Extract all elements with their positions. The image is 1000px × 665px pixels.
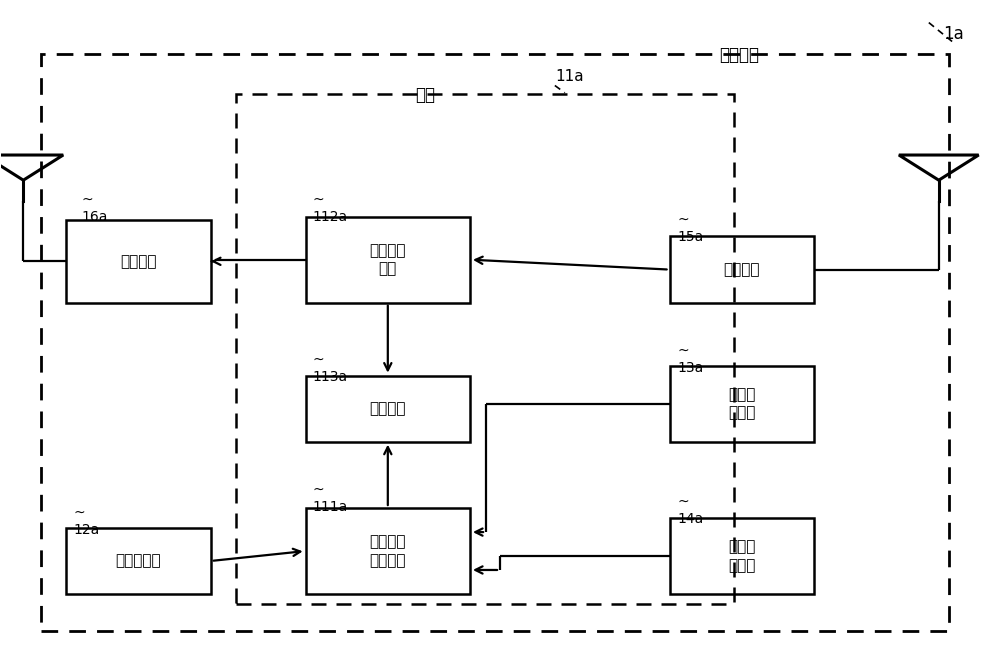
Text: ~: ~ [678,344,689,358]
Text: 控制: 控制 [415,86,435,104]
Text: 狭域通信: 狭域通信 [120,254,157,269]
Text: ~: ~ [678,495,689,509]
Text: 113a: 113a [313,370,348,384]
Text: ~: ~ [678,213,689,227]
Text: 13a: 13a [678,361,704,375]
Text: 12a: 12a [73,523,99,537]
Text: 测位信息
获取: 测位信息 获取 [370,243,406,277]
Text: 安装状态
指标决定: 安装状态 指标决定 [370,534,406,568]
Text: 照度传感器: 照度传感器 [116,553,161,569]
Text: 车载设备: 车载设备 [719,47,759,65]
Text: ~: ~ [313,353,324,367]
Text: ~: ~ [73,505,85,519]
Text: 位置检测: 位置检测 [724,262,760,277]
Text: ~: ~ [313,483,324,497]
Text: ~: ~ [81,193,93,207]
Text: 1a: 1a [943,25,964,43]
Text: ~: ~ [313,193,324,207]
Text: 加速度
传感器: 加速度 传感器 [728,387,756,420]
Text: 112a: 112a [313,210,348,224]
Text: 16a: 16a [81,210,108,224]
Text: 发送处理: 发送处理 [370,401,406,416]
Text: 14a: 14a [678,512,704,526]
Text: 11a: 11a [555,69,583,84]
Text: 111a: 111a [313,500,348,514]
Text: 15a: 15a [678,230,704,244]
Text: 陀螺仪
传感器: 陀螺仪 传感器 [728,539,756,573]
